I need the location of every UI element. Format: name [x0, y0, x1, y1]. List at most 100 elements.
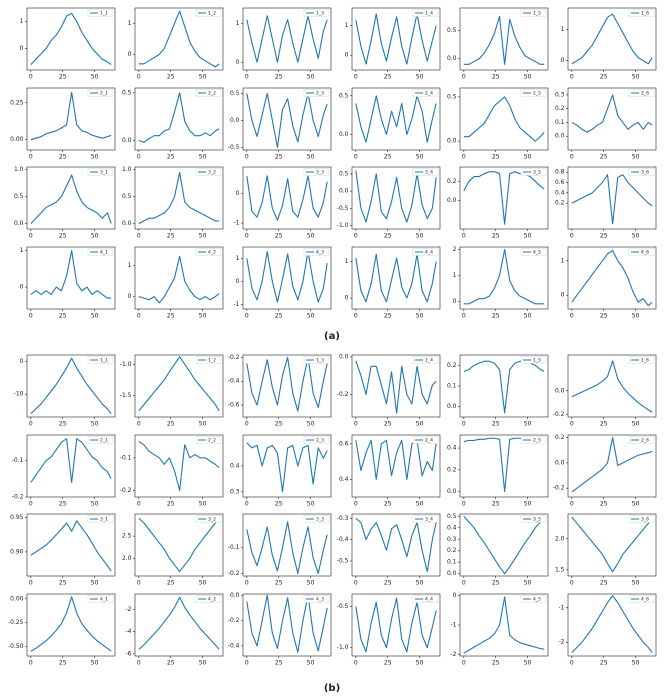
axes-frame [567, 434, 657, 498]
x-tick-label: 0 [570, 501, 574, 508]
axes-frame [134, 87, 224, 151]
y-tick-label: -1 [559, 604, 565, 611]
x-tick-label: 25 [384, 233, 392, 240]
line-series [246, 356, 328, 412]
x-tick-label: 50 [632, 421, 640, 428]
y-tick-label: 1 [20, 247, 24, 254]
y-tick-label: 0.2 [555, 105, 565, 112]
x-tick-label: 0 [462, 74, 466, 81]
x-tick-label: 0 [570, 660, 574, 667]
y-tick-label: 0.00 [10, 595, 24, 602]
x-tick-label: 0 [570, 154, 574, 161]
x-tick-label: 25 [59, 233, 67, 240]
legend-label: 1_4 [425, 11, 433, 17]
y-tick-label: 0 [236, 190, 240, 197]
x-tick-label: 25 [600, 74, 608, 81]
y-tick-label: -0.4 [228, 378, 240, 385]
axes-frame [351, 246, 441, 310]
x-tick-label: 50 [199, 154, 207, 161]
legend-label: 1_3 [316, 358, 324, 364]
x-tick-label: 50 [199, 660, 207, 667]
x-tick-label: 25 [384, 660, 392, 667]
legend-label: 3_3 [316, 170, 324, 176]
y-tick-label: -0.5 [337, 205, 349, 212]
legend-box [520, 356, 547, 364]
y-tick-label: 0.0 [447, 197, 457, 204]
y-tick-label: 1 [128, 20, 132, 27]
legend-label: 3_1 [100, 170, 108, 176]
y-tick-label: 0.4 [230, 463, 240, 470]
x-tick-label: 0 [245, 580, 249, 587]
legend-label: 3_2 [208, 517, 216, 523]
legend-box [195, 515, 222, 523]
x-tick-label: 50 [416, 580, 424, 587]
y-tick-label: 0.5 [230, 90, 240, 97]
y-tick-label: 0.0 [447, 138, 457, 145]
legend-box [520, 595, 547, 603]
y-tick-label: 1 [345, 22, 349, 29]
y-tick-label: -1.5 [120, 392, 132, 399]
legend-box [412, 168, 439, 176]
x-tick-label: 0 [354, 580, 358, 587]
line-series [463, 515, 545, 575]
legend-box [412, 248, 439, 256]
x-tick-label: 25 [600, 580, 608, 587]
x-tick-label: 0 [245, 421, 249, 428]
y-tick-label: -1 [234, 220, 240, 227]
x-tick-label: 50 [632, 233, 640, 240]
line-series [355, 253, 437, 303]
legend-box [520, 168, 547, 176]
x-tick-label: 50 [199, 421, 207, 428]
y-tick-label: 0.0 [339, 131, 349, 138]
x-tick-label: 25 [600, 313, 608, 320]
y-tick-label: -0.2 [337, 391, 349, 398]
x-tick-label: 50 [524, 580, 532, 587]
y-tick-label: -0.4 [337, 536, 349, 543]
x-tick-label: 50 [307, 501, 315, 508]
y-tick-label: 0.1 [447, 559, 457, 566]
y-tick-label: 0.95 [10, 514, 24, 521]
legend-label: 3_5 [533, 517, 541, 523]
x-tick-label: 0 [462, 421, 466, 428]
line-series [463, 437, 545, 493]
y-tick-label: 0.2 [555, 434, 565, 441]
axes-frame [459, 246, 549, 310]
x-tick-label: 50 [307, 233, 315, 240]
x-tick-label: 50 [632, 74, 640, 81]
y-tick-label: 0.2 [555, 200, 565, 207]
legend-label: 3_3 [316, 517, 324, 523]
x-tick-label: 50 [632, 580, 640, 587]
x-tick-label: 50 [307, 74, 315, 81]
x-tick-label: 0 [462, 501, 466, 508]
legend-label: 1_1 [100, 358, 108, 364]
axes-frame [26, 593, 116, 657]
y-tick-label: 0.3 [447, 536, 457, 543]
x-tick-label: 50 [524, 313, 532, 320]
legend-box [195, 89, 222, 97]
x-tick-label: 50 [524, 421, 532, 428]
line-series [246, 175, 328, 221]
x-tick-label: 50 [632, 501, 640, 508]
y-tick-label: -1.0 [337, 222, 349, 229]
axes-frame [567, 513, 657, 577]
x-tick-label: 50 [416, 154, 424, 161]
y-tick-label: 0 [236, 59, 240, 66]
y-tick-label: 0.0 [555, 459, 565, 466]
line-series [355, 170, 437, 223]
x-tick-label: 50 [524, 74, 532, 81]
x-tick-label: 50 [91, 580, 99, 587]
line-series [246, 251, 328, 303]
line-series [355, 517, 437, 573]
legend-label: 2_4 [425, 438, 433, 444]
axes-frame [351, 593, 441, 657]
x-tick-label: 50 [91, 501, 99, 508]
line-series [138, 92, 220, 143]
x-tick-label: 25 [275, 154, 283, 161]
x-tick-label: 0 [462, 580, 466, 587]
legend-box [520, 248, 547, 256]
x-tick-label: 25 [59, 74, 67, 81]
axes-frame [459, 434, 549, 498]
axes-frame [26, 87, 116, 151]
legend-box [195, 595, 222, 603]
